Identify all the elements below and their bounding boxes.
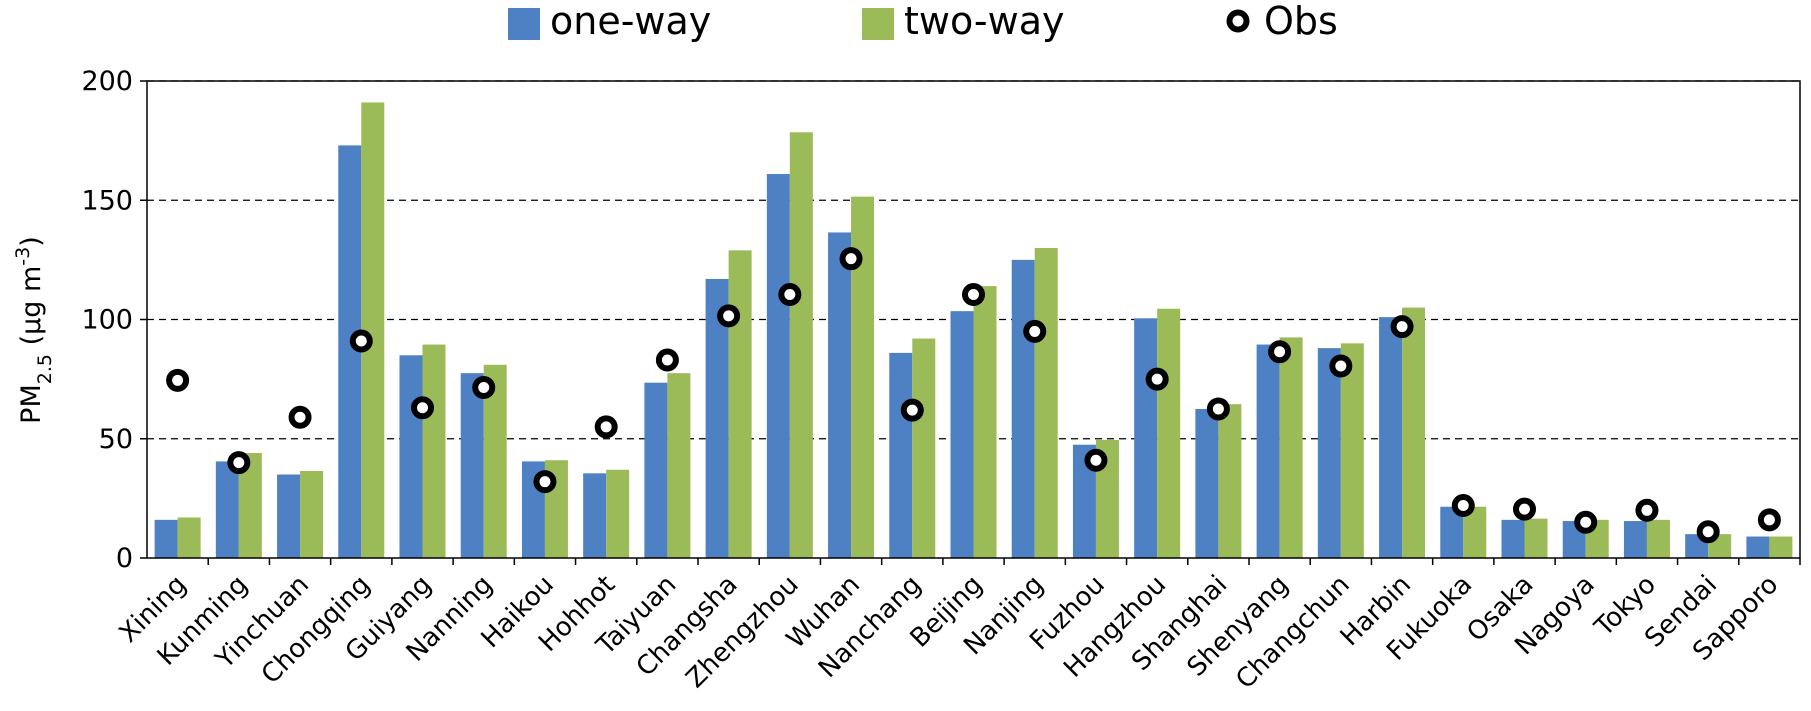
bar-two-way-taiyuan: [667, 373, 691, 558]
obs-point-sapporo: [1757, 508, 1781, 532]
bar-two-way-nanjing: [1034, 247, 1058, 558]
obs-point-shanghai: [1206, 397, 1230, 421]
obs-point-zhengzhou: [778, 282, 802, 306]
obs-point-shenyang: [1268, 340, 1292, 364]
bar-one-way-yinchuan: [277, 474, 301, 558]
bar-two-way-changchun: [1340, 343, 1364, 558]
bar-one-way-changchun: [1317, 348, 1341, 558]
y-axis-ticks: 0 50 100 150 200: [81, 66, 147, 574]
bar-one-way-shanghai: [1195, 408, 1219, 558]
bar-two-way-shenyang: [1279, 337, 1303, 558]
obs-point-fuzhou: [1084, 448, 1108, 472]
bar-one-way-fuzhou: [1072, 444, 1096, 558]
bar-two-way-osaka: [1524, 518, 1548, 558]
bar-two-way-sapporo: [1769, 536, 1793, 558]
y-tick-label: 0: [116, 543, 133, 574]
bar-two-way-nanning: [483, 364, 507, 558]
bar-one-way-taiyuan: [644, 382, 668, 558]
legend-swatch-two-way: [862, 8, 894, 40]
obs-point-xining: [166, 368, 190, 392]
bar-two-way-harbin: [1402, 307, 1426, 558]
y-axis-label: PM2.5 (µg m-3): [12, 236, 56, 424]
bar-two-way-fukuoka: [1463, 506, 1487, 558]
legend-swatch-one-way: [508, 8, 540, 40]
bar-two-way-hohhot: [606, 469, 630, 558]
bar-one-way-hohhot: [583, 473, 607, 558]
bar-two-way-zhengzhou: [789, 132, 813, 558]
obs-point-tokyo: [1635, 498, 1659, 522]
obs-point-changchun: [1329, 354, 1353, 378]
bar-one-way-chongqing: [338, 145, 362, 558]
bar-two-way-chongqing: [361, 102, 385, 558]
legend-label-two-way: two-way: [904, 0, 1065, 43]
bars: [154, 102, 1793, 559]
bar-two-way-xining: [177, 517, 201, 558]
bar-two-way-changsha: [728, 250, 752, 558]
bar-two-way-kunming: [238, 453, 262, 558]
obs-point-nanjing: [1023, 319, 1047, 343]
legend-label-obs: Obs: [1264, 0, 1338, 43]
obs-point-yinchuan: [288, 405, 312, 429]
bar-one-way-wuhan: [828, 232, 852, 558]
bar-two-way-tokyo: [1646, 519, 1670, 558]
obs-point-chongqing: [349, 329, 373, 353]
bar-one-way-sapporo: [1746, 536, 1770, 558]
bar-one-way-osaka: [1501, 519, 1525, 558]
obs-point-nanchang: [900, 398, 924, 422]
bar-two-way-beijing: [973, 286, 997, 558]
legend-marker-obs: [1226, 9, 1250, 33]
obs-point-sendai: [1696, 520, 1720, 544]
bar-one-way-harbin: [1379, 317, 1403, 558]
bar-two-way-hangzhou: [1157, 308, 1181, 558]
bar-one-way-nanning: [460, 373, 484, 558]
obs-point-nanning: [472, 375, 496, 399]
obs-point-hangzhou: [1145, 367, 1169, 391]
bar-one-way-shenyang: [1256, 344, 1280, 558]
obs-point-haikou: [533, 470, 557, 494]
bar-two-way-yinchuan: [300, 470, 324, 558]
obs-point-beijing: [962, 282, 985, 306]
bar-one-way-zhengzhou: [766, 174, 790, 558]
bar-one-way-hangzhou: [1134, 318, 1158, 558]
bar-one-way-changsha: [705, 278, 729, 558]
legend: one-way two-way Obs: [508, 0, 1338, 43]
y-tick-label: 100: [81, 305, 133, 336]
obs-point-changsha: [717, 304, 741, 328]
bar-one-way-fukuoka: [1440, 506, 1464, 558]
obs-point-kunming: [227, 451, 251, 475]
y-tick-label: 50: [99, 424, 133, 455]
obs-point-wuhan: [839, 247, 863, 271]
obs-point-harbin: [1390, 315, 1414, 339]
bar-one-way-tokyo: [1623, 521, 1647, 558]
obs-point-nagoya: [1574, 510, 1598, 534]
bar-two-way-shanghai: [1218, 404, 1242, 558]
bar-one-way-kunming: [215, 461, 239, 558]
bar-one-way-nanjing: [1011, 259, 1035, 558]
legend-label-one-way: one-way: [550, 0, 711, 43]
bar-two-way-guiyang: [422, 344, 446, 558]
obs-points: [166, 247, 1781, 544]
obs-point-fukuoka: [1451, 494, 1475, 518]
x-axis-labels: XiningKunmingYinchuanChongqingGuiyangNan…: [114, 558, 1801, 695]
bar-one-way-beijing: [950, 311, 974, 558]
obs-point-hohhot: [594, 415, 618, 439]
y-tick-label: 150: [81, 185, 133, 216]
bar-two-way-nanchang: [912, 338, 936, 558]
obs-point-taiyuan: [655, 348, 679, 372]
bar-one-way-xining: [154, 519, 178, 558]
bar-one-way-guiyang: [399, 355, 423, 558]
bar-two-way-wuhan: [851, 196, 875, 559]
obs-point-guiyang: [411, 396, 434, 420]
bar-one-way-nanchang: [889, 352, 913, 558]
obs-point-osaka: [1513, 497, 1536, 521]
y-tick-label: 200: [81, 66, 133, 97]
